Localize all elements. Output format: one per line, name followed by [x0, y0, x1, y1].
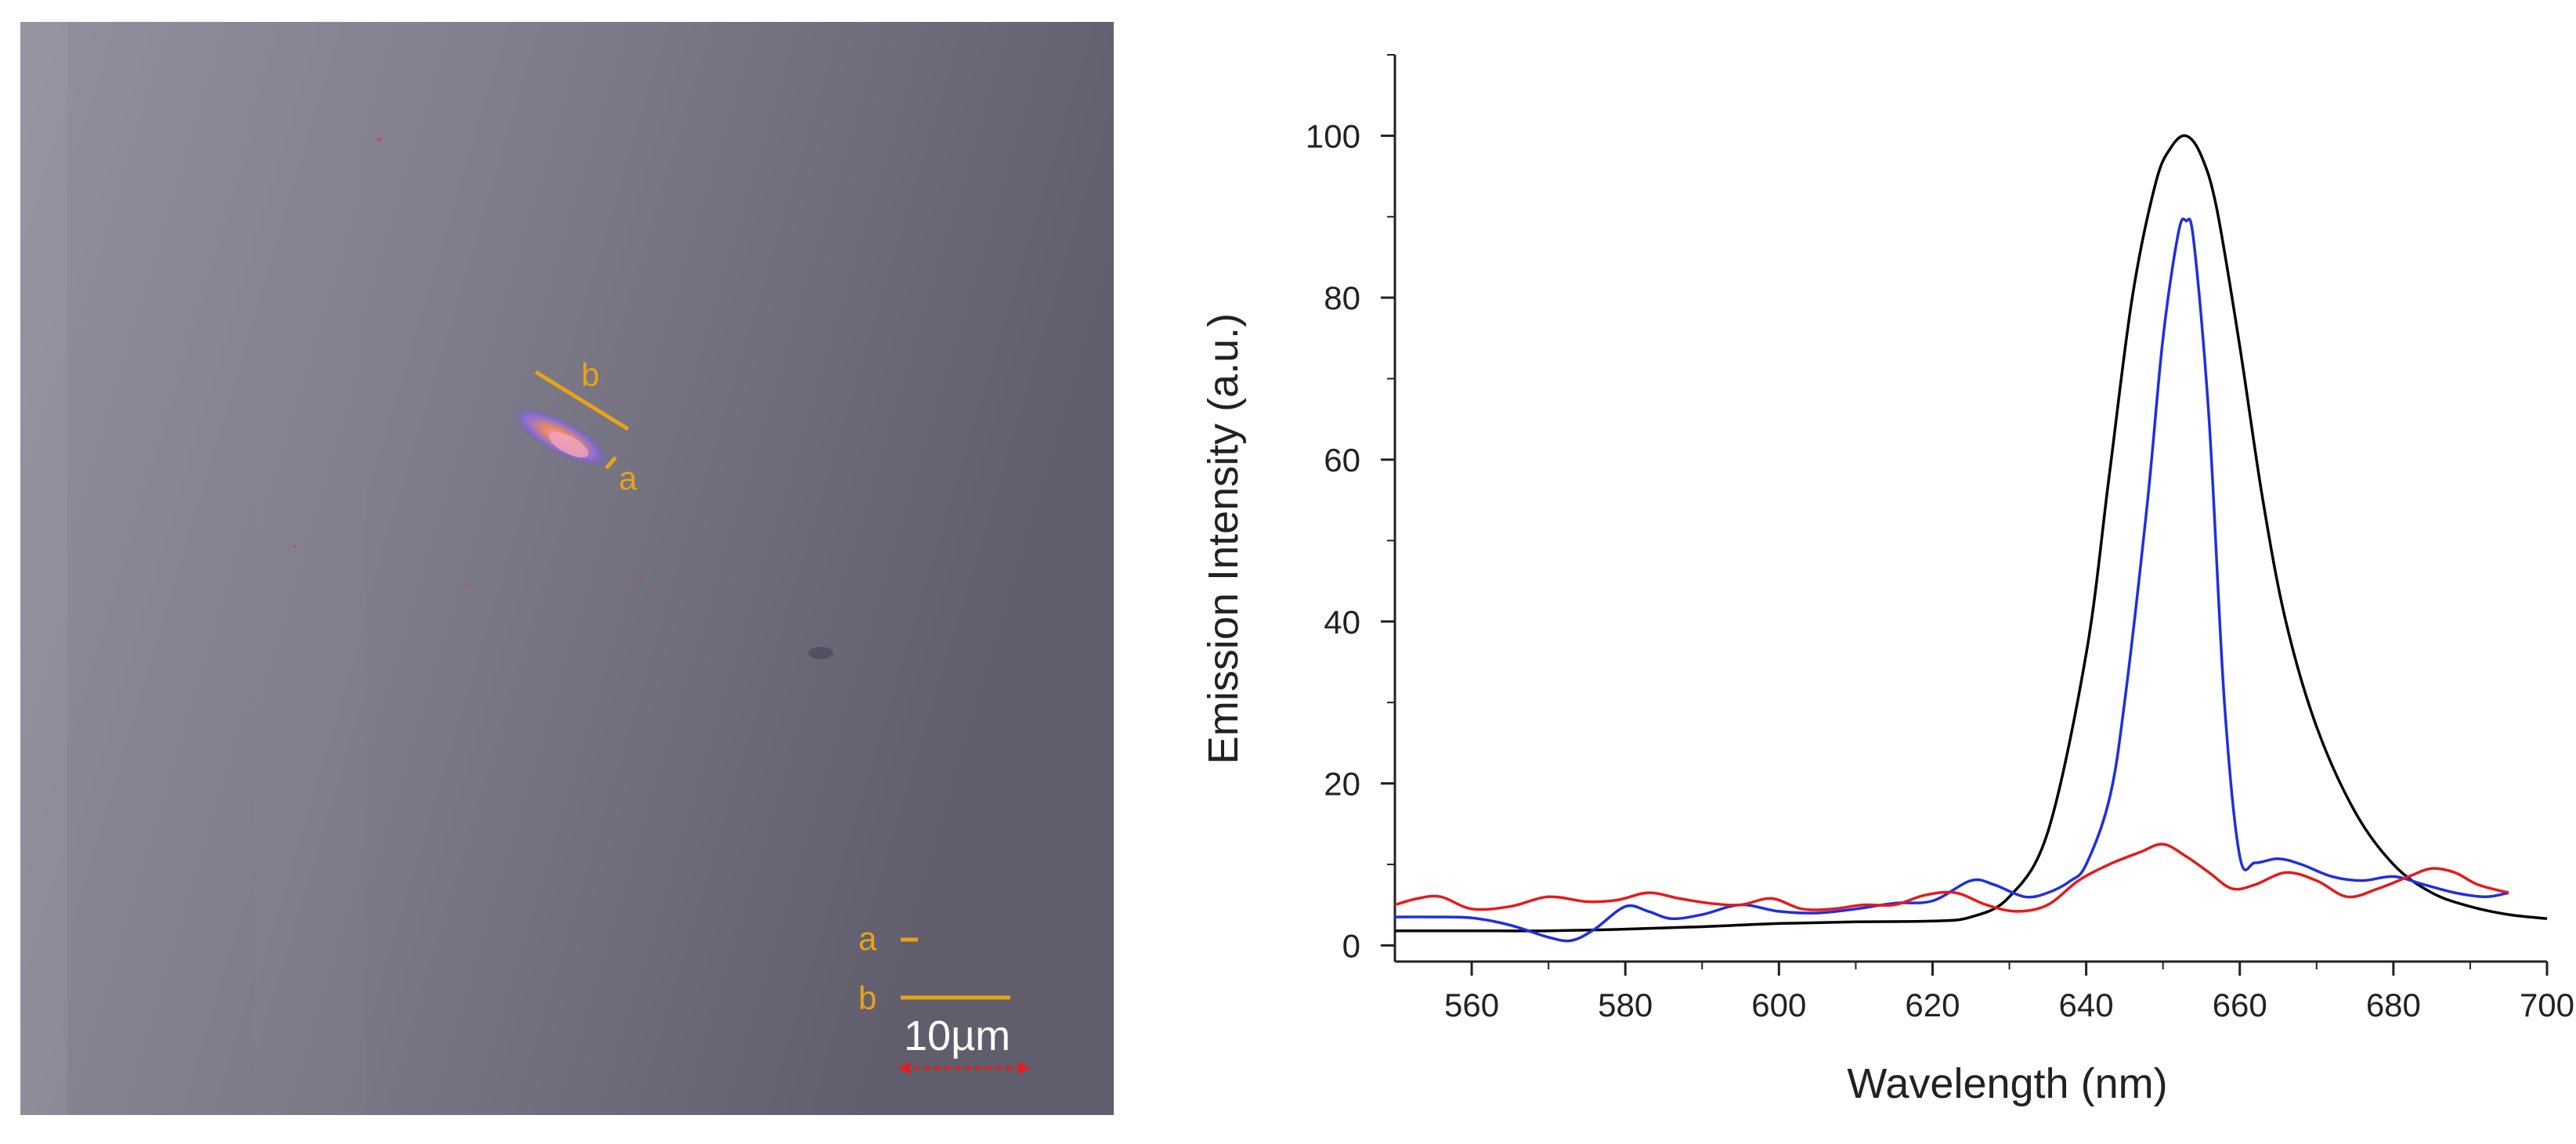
y-tick-label-60: 60: [1324, 442, 1360, 478]
chart-series: [1394, 134, 2548, 943]
series-line-red: [1394, 843, 2509, 913]
y-tick-label-100: 100: [1306, 117, 1360, 154]
x-tick-label-640: 640: [2059, 987, 2114, 1023]
x-tick-label-580: 580: [1598, 987, 1653, 1023]
x-tick-label-660: 660: [2213, 987, 2267, 1023]
x-tick-label-680: 680: [2366, 987, 2421, 1023]
chart-ticks: 560 580 600 620 640 660 680 700 0 20 40 60 80 100: [1306, 54, 2574, 1023]
micrograph-panel: b a a b 10µm: [20, 22, 1114, 1115]
micrograph-image: [20, 22, 1114, 1115]
x-tick-label-600: 600: [1751, 987, 1806, 1023]
chart-svg: 560 580 600 620 640 660 680 700 0 20 40 60 80 100 Wav…: [1200, 54, 2574, 1107]
dust-speck: [808, 647, 833, 659]
x-tick-label-620: 620: [1905, 987, 1960, 1023]
y-axis-label: Emission Intensity (a.u.): [1200, 313, 1247, 764]
y-tick-label-80: 80: [1324, 280, 1360, 316]
series-line-blue: [1394, 217, 2509, 943]
y-tick-label-40: 40: [1324, 604, 1360, 641]
line-a-marker: [605, 456, 617, 470]
label-a: a: [619, 460, 638, 496]
line-b-marker: [534, 370, 630, 431]
chart-axes: [1393, 55, 2547, 963]
x-tick-label-560: 560: [1444, 987, 1499, 1023]
x-tick-label-700: 700: [2520, 987, 2574, 1023]
scale-bar-label: 10µm: [904, 1012, 1011, 1059]
y-tick-label-0: 0: [1342, 927, 1360, 964]
micrograph-background: [20, 22, 1114, 1115]
series-line-black: [1395, 134, 2548, 933]
x-axis-label: Wavelength (nm): [1847, 1060, 2167, 1107]
legend-label-b: b: [858, 980, 877, 1016]
y-tick-label-20: 20: [1324, 766, 1360, 803]
legend-label-a: a: [858, 920, 877, 957]
label-b: b: [581, 356, 600, 393]
emission-chart: 560 580 600 620 640 660 680 700 0 20 40 60 80 100 Wav…: [1175, 31, 2576, 1140]
